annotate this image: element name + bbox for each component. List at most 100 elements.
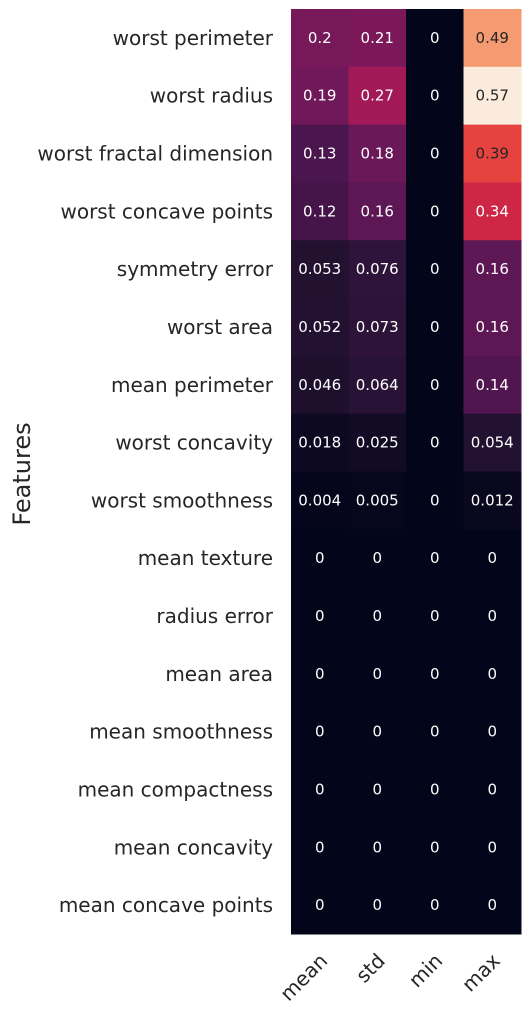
cell-value-label: 0 (315, 607, 325, 625)
heatmap-cell (291, 66, 349, 126)
heatmap-cell (406, 240, 464, 299)
cell-value-label: 0 (372, 607, 382, 625)
heatmap-cell (463, 182, 522, 241)
cell-value-label: 0.49 (476, 29, 509, 47)
cell-value-label: 0 (430, 376, 440, 394)
heatmap-cell (348, 298, 407, 357)
cell-value-label: 0.21 (361, 29, 394, 47)
heatmap-cell (291, 760, 349, 819)
cell-value-label: 0 (430, 87, 440, 105)
heatmap-cell (291, 702, 349, 762)
y-axis-label: Features (8, 422, 36, 525)
heatmap-cell (291, 9, 349, 68)
heatmap-cell (406, 818, 464, 877)
cell-value-label: 0 (487, 723, 497, 741)
x-tick-labels: mean std min max (275, 948, 505, 1005)
cell-value-label: 0.16 (361, 202, 394, 220)
heatmap-cell (406, 9, 464, 68)
cell-value-label: 0 (315, 896, 325, 914)
y-tick-label: worst perimeter (113, 26, 274, 50)
heatmap-cell (463, 760, 522, 819)
y-tick-label: mean perimeter (111, 373, 274, 397)
heatmap-cell (463, 471, 522, 530)
cell-value-label: 0 (372, 549, 382, 567)
cell-value-label: 0.16 (476, 260, 509, 278)
y-tick-label: mean texture (138, 546, 273, 570)
cell-value-label: 0 (487, 838, 497, 856)
x-tick-label: min (404, 949, 448, 993)
y-tick-label: mean smoothness (89, 720, 273, 744)
heatmap-cell (291, 298, 349, 357)
heatmap-cell (463, 876, 522, 935)
heatmap-cell (348, 529, 407, 588)
cell-value-label: 0.018 (298, 434, 341, 452)
cell-value-label: 0 (372, 723, 382, 741)
cell-value-label: 0.16 (476, 318, 509, 336)
cell-value-label: 0 (372, 780, 382, 798)
cell-value-label: 0 (430, 29, 440, 47)
heatmap-cell (291, 240, 349, 299)
heatmap-cell (463, 66, 522, 126)
heatmap-cell (348, 9, 407, 68)
cell-value-label: 0 (430, 896, 440, 914)
y-tick-label: symmetry error (117, 257, 274, 281)
heatmap-cell (348, 413, 407, 472)
cell-value-label: 0.19 (303, 87, 336, 105)
heatmap-cell (291, 529, 349, 588)
cell-value-label: 0.054 (471, 434, 514, 452)
heatmap-cell (291, 182, 349, 241)
heatmap-cell (348, 355, 407, 415)
x-tick-label: mean (275, 949, 332, 1006)
cell-value-label: 0 (430, 549, 440, 567)
cell-value-label: 0 (315, 780, 325, 798)
heatmap-cell (406, 529, 464, 588)
cell-value-label: 0.13 (303, 145, 336, 163)
cell-value-label: 0.39 (476, 145, 509, 163)
heatmap-cell (406, 644, 464, 704)
y-tick-label: worst smoothness (91, 488, 273, 512)
heatmap-cell (291, 644, 349, 704)
heatmap-cell (291, 413, 349, 472)
heatmap-cell (348, 876, 407, 935)
cell-value-label: 0.052 (298, 318, 341, 336)
heatmap-cell (291, 124, 349, 183)
cell-value-label: 0 (315, 838, 325, 856)
cell-value-label: 0.005 (356, 491, 399, 509)
cell-value-label: 0 (372, 896, 382, 914)
y-tick-label: radius error (156, 604, 273, 628)
cell-value-label: 0.076 (356, 260, 399, 278)
cell-value-label: 0 (430, 145, 440, 163)
cell-value-label: 0.2 (308, 29, 332, 47)
heatmap-cell (348, 66, 407, 126)
cell-value-label: 0.14 (476, 376, 509, 394)
cell-value-label: 0 (430, 838, 440, 856)
heatmap-cell (406, 587, 464, 646)
cell-value-label: 0 (430, 607, 440, 625)
cell-value-label: 0.053 (298, 260, 341, 278)
cell-value-label: 0 (315, 723, 325, 741)
heatmap-cell (463, 702, 522, 762)
cell-value-label: 0 (487, 896, 497, 914)
cell-value-label: 0 (315, 549, 325, 567)
heatmap-cell (463, 355, 522, 415)
cell-value-label: 0 (487, 665, 497, 683)
cell-value-label: 0 (430, 434, 440, 452)
heatmap-cell (406, 355, 464, 415)
heatmap-cell (348, 760, 407, 819)
heatmap-cell (406, 876, 464, 935)
heatmap-cell (291, 471, 349, 530)
cell-value-label: 0.57 (476, 87, 509, 105)
heatmap-cell (291, 587, 349, 646)
heatmap-cell (463, 124, 522, 183)
heatmap-cell (406, 702, 464, 762)
y-tick-label: worst radius (150, 84, 273, 108)
heatmap-cell (348, 471, 407, 530)
y-tick-label: mean area (165, 662, 273, 686)
y-tick-label: worst area (167, 315, 273, 339)
y-tick-labels: worst perimeter worst radius worst fractal… (37, 26, 273, 917)
heatmap-cell (463, 529, 522, 588)
y-tick-label: worst fractal dimension (37, 142, 273, 166)
cell-value-label: 0 (372, 838, 382, 856)
heatmap-cell (463, 818, 522, 877)
heatmap-cell (463, 240, 522, 299)
